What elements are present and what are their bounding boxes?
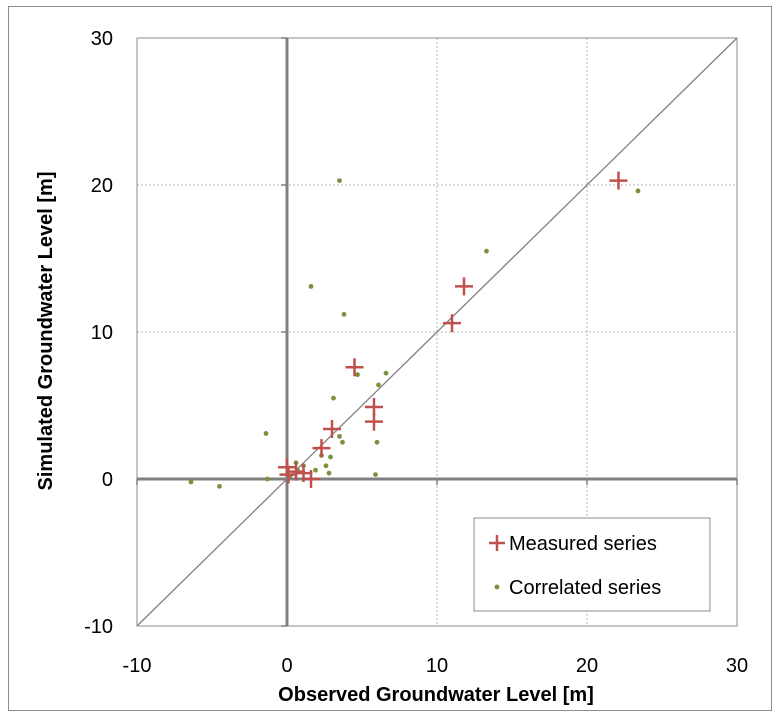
measured-point	[302, 470, 320, 488]
correlated-point	[326, 470, 332, 476]
measured-point	[287, 462, 305, 481]
y-tick-labels: -10 0 10 20 30	[84, 28, 113, 638]
correlated-point	[484, 248, 489, 254]
correlated-point	[188, 479, 194, 485]
legend-item-correlated: Correlated series	[494, 577, 661, 599]
correlated-point	[313, 467, 318, 473]
measured-point	[609, 171, 628, 190]
legend-box	[473, 517, 711, 612]
x-tick-label: 0	[281, 655, 292, 677]
correlated-point	[635, 188, 641, 194]
measured-point	[278, 458, 296, 477]
legend-item-measured: Measured series	[489, 533, 657, 555]
x-axis-title: Observed Groundwater Level [m]	[278, 684, 594, 706]
measured-point	[345, 358, 364, 377]
measured-point	[455, 277, 473, 296]
legend-label-measured: Measured series	[509, 533, 657, 555]
correlated-point	[328, 454, 333, 460]
x-tick-label: 20	[576, 655, 598, 677]
measured-point	[323, 420, 341, 439]
measured-point	[365, 397, 383, 416]
x-tick-label: -10	[123, 655, 152, 677]
correlated-point	[323, 463, 329, 469]
y-axis-title: Simulated Groundwater Level [m]	[35, 172, 57, 491]
x-tick-label: 10	[426, 655, 448, 677]
axes	[136, 37, 738, 627]
correlated-point	[331, 395, 336, 401]
one-to-one-line	[136, 37, 738, 627]
y-tick-label: 20	[91, 175, 113, 197]
measured-point	[279, 465, 298, 484]
correlated-point	[217, 483, 222, 489]
plot-area-border	[136, 37, 738, 627]
correlated-point	[265, 476, 270, 482]
y-tick-label: 0	[102, 469, 113, 491]
measured-point	[443, 314, 461, 333]
x-tick-label: 30	[726, 655, 748, 677]
correlated-point	[374, 439, 380, 445]
correlated-point	[340, 439, 345, 445]
correlated-point	[308, 284, 314, 289]
measured-point	[312, 439, 331, 458]
correlated-point	[263, 431, 269, 436]
correlated-point	[373, 472, 378, 477]
y-tick-label: -10	[84, 616, 113, 638]
data-points	[188, 171, 641, 489]
legend-label-correlated: Correlated series	[509, 577, 661, 599]
x-tick-labels: -10 0 10 20 30	[123, 655, 749, 677]
legend-dot-marker	[494, 584, 500, 590]
legend: Measured series Correlated series	[473, 517, 711, 612]
y-tick-label: 10	[91, 322, 113, 344]
correlated-point	[341, 311, 347, 317]
correlated-point	[355, 372, 360, 378]
correlated-point	[376, 382, 381, 388]
correlated-point	[383, 370, 389, 376]
correlated-point	[337, 178, 342, 183]
y-tick-label: 30	[91, 28, 113, 50]
correlated-point	[337, 433, 342, 439]
